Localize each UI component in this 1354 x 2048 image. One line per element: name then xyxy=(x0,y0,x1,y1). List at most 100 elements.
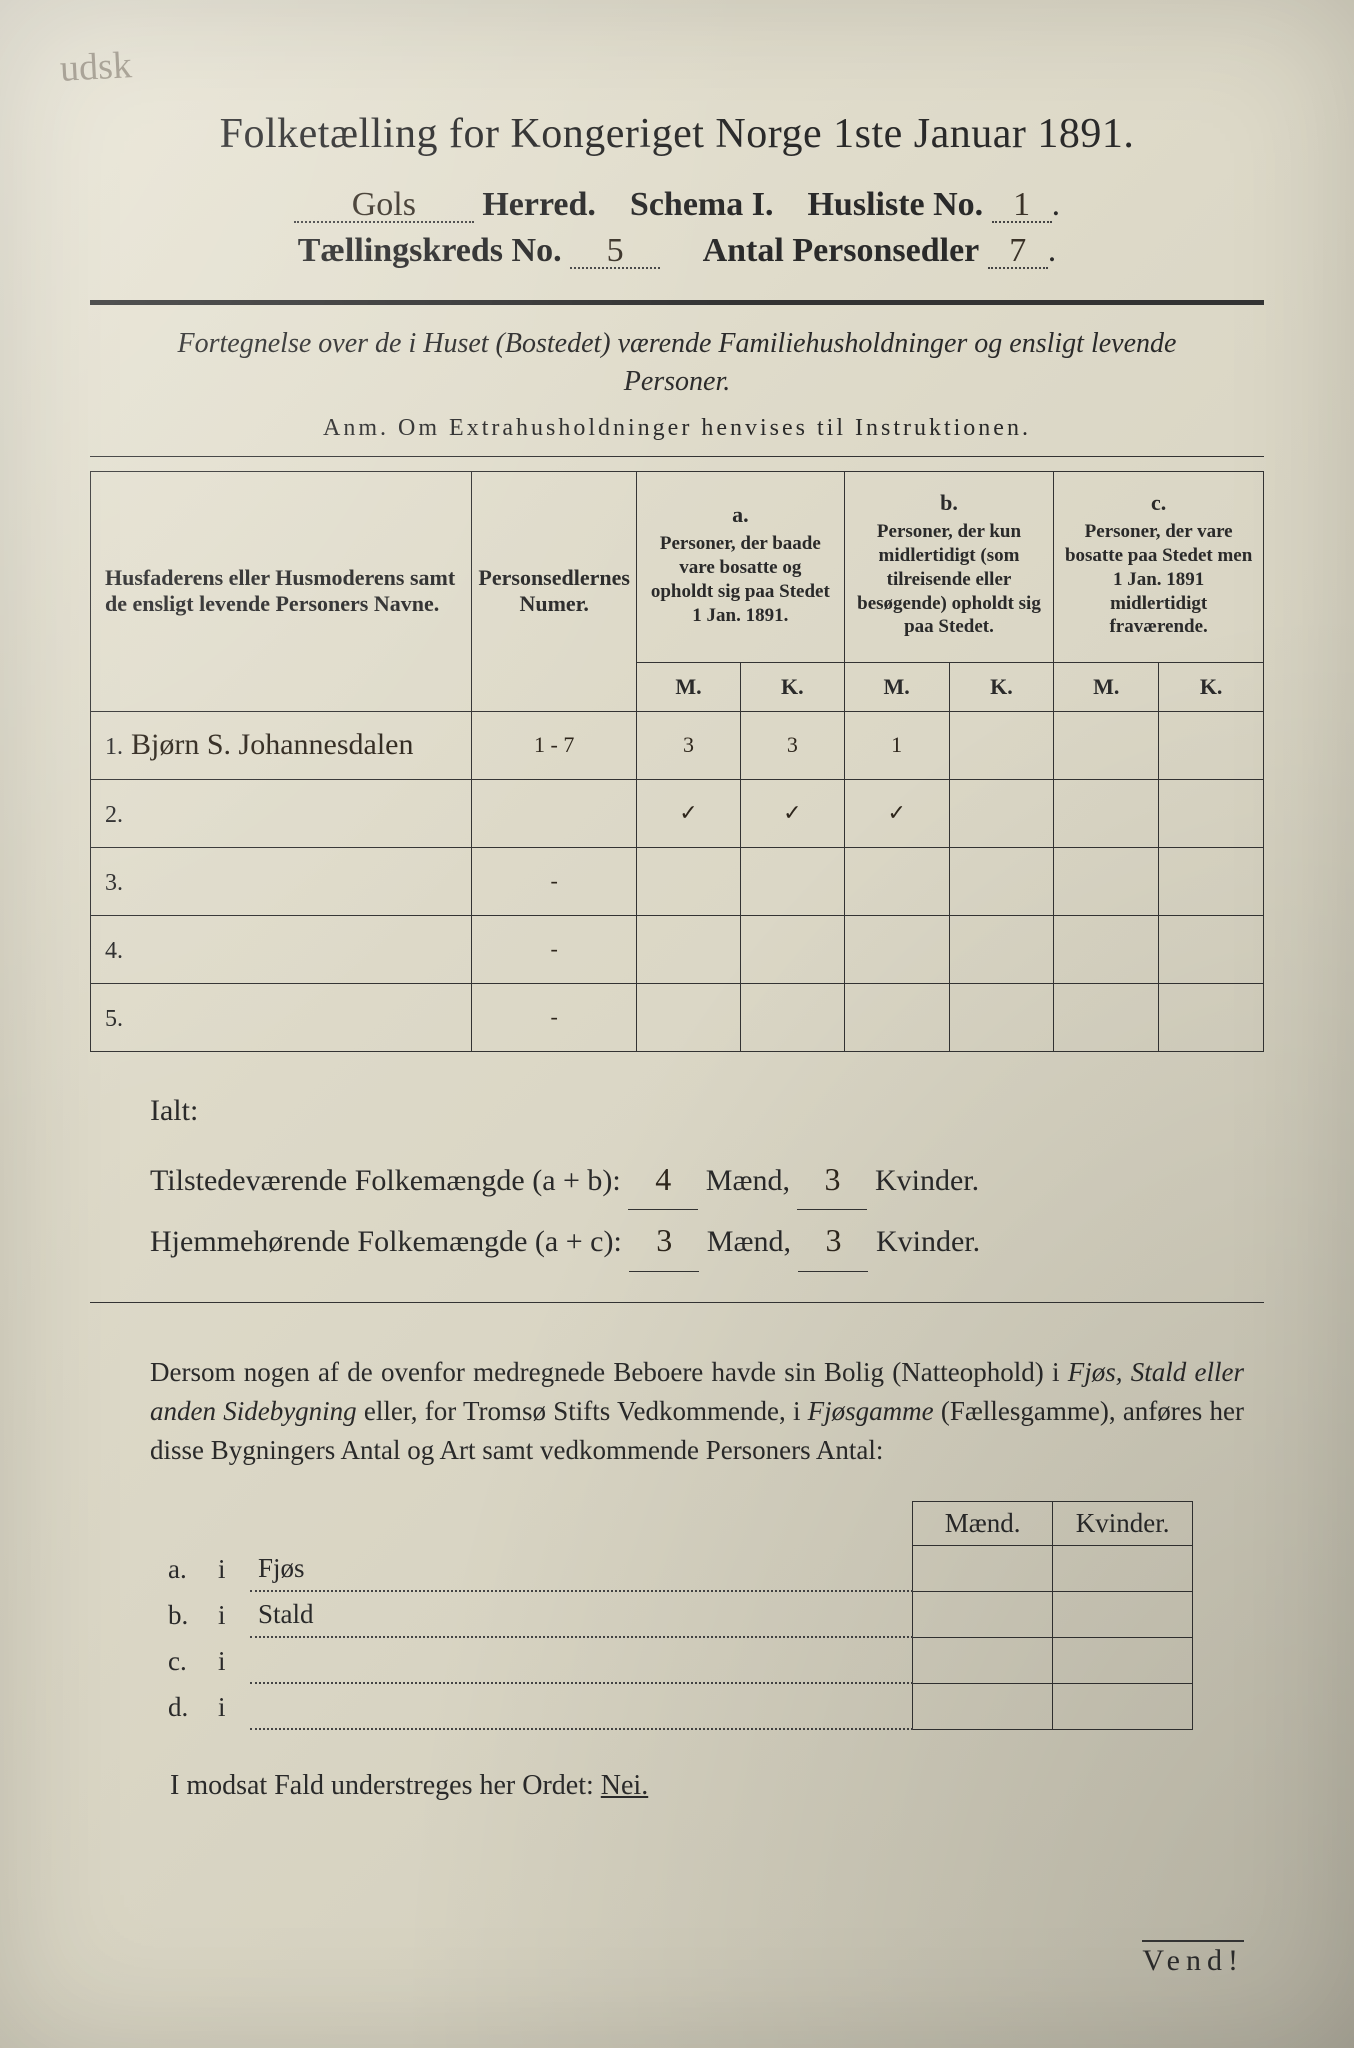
header-line-1: Gols Herred. Schema I. Husliste No. 1. xyxy=(90,186,1264,224)
table-row: 4.- xyxy=(91,915,1264,983)
ialt1-mlabel: Mænd, xyxy=(706,1164,790,1197)
cell-b-k xyxy=(949,779,1054,847)
cell-b-m: ✓ xyxy=(844,779,949,847)
cell-b-k xyxy=(949,711,1054,779)
side-head-m: Mænd. xyxy=(913,1501,1053,1545)
th-b: b. Personer, der kun midlertidigt (som t… xyxy=(844,471,1054,662)
th-c: c. Personer, der vare bosatte paa Stedet… xyxy=(1054,471,1264,662)
table-row: 2.✓✓✓ xyxy=(91,779,1264,847)
paragraph: Dersom nogen af de ovenfor medregnede Be… xyxy=(150,1353,1244,1470)
ialt-line1: Tilstedeværende Folkemængde (a + b): 4 M… xyxy=(150,1149,1234,1211)
anm-text: Anm. Om Extrahusholdninger henvises til … xyxy=(90,415,1264,442)
cell-name: 2. xyxy=(91,779,472,847)
th-b-top: b. xyxy=(851,490,1048,516)
cell-a-m xyxy=(636,983,740,1051)
cell-b-k xyxy=(949,915,1054,983)
side-m xyxy=(913,1545,1053,1591)
ialt1-prefix: Tilstedeværende Folkemængde (a + b): xyxy=(150,1164,621,1197)
cell-name: 4. xyxy=(91,915,472,983)
side-row: d.i xyxy=(160,1683,1193,1729)
side-label: Stald xyxy=(250,1591,913,1637)
th-c-m: M. xyxy=(1054,663,1159,712)
margin-scribble: udsk xyxy=(59,43,133,91)
kreds-label: Tællingskreds No. xyxy=(298,232,562,269)
ialt1-m: 4 xyxy=(628,1149,698,1211)
table-row: 3.- xyxy=(91,847,1264,915)
divider-top xyxy=(90,300,1264,305)
side-i: i xyxy=(210,1637,250,1683)
cell-b-m xyxy=(844,983,949,1051)
cell-a-k: ✓ xyxy=(740,779,844,847)
cell-c-k xyxy=(1159,983,1264,1051)
cell-c-m xyxy=(1054,847,1159,915)
cell-c-k xyxy=(1159,915,1264,983)
side-k xyxy=(1053,1637,1193,1683)
ialt2-klabel: Kvinder. xyxy=(876,1225,980,1258)
side-i: i xyxy=(210,1683,250,1729)
cell-b-m xyxy=(844,847,949,915)
th-a-top: a. xyxy=(643,502,838,528)
cell-a-m xyxy=(636,847,740,915)
th-a-k: K. xyxy=(740,663,844,712)
side-label xyxy=(250,1637,913,1683)
side-k xyxy=(1053,1683,1193,1729)
cell-name: 3. xyxy=(91,847,472,915)
side-k xyxy=(1053,1591,1193,1637)
cell-b-m xyxy=(844,915,949,983)
cell-c-m xyxy=(1054,915,1159,983)
ialt-block: Ialt: Tilstedeværende Folkemængde (a + b… xyxy=(150,1082,1234,1273)
side-label: Fjøs xyxy=(250,1545,913,1591)
side-i: i xyxy=(210,1591,250,1637)
cell-b-m: 1 xyxy=(844,711,949,779)
ialt-label: Ialt: xyxy=(150,1082,1234,1139)
ialt2-prefix: Hjemmehørende Folkemængde (a + c): xyxy=(150,1225,622,1258)
cell-a-k xyxy=(740,983,844,1051)
census-form-page: udsk Folketælling for Kongeriget Norge 1… xyxy=(0,0,1354,2048)
side-row: a.iFjøs xyxy=(160,1545,1193,1591)
th-b-text: Personer, der kun midlertidigt (som tilr… xyxy=(851,516,1048,643)
side-k xyxy=(1053,1545,1193,1591)
side-key: c. xyxy=(160,1637,210,1683)
main-table: Husfaderens eller Husmoderens samt de en… xyxy=(90,471,1264,1052)
cell-c-m xyxy=(1054,779,1159,847)
cell-b-k xyxy=(949,983,1054,1051)
table-row: 5.- xyxy=(91,983,1264,1051)
cell-c-m xyxy=(1054,983,1159,1051)
cell-num: - xyxy=(472,847,637,915)
th-a: a. Personer, der baade vare bosatte og o… xyxy=(636,471,844,662)
side-head-k: Kvinder. xyxy=(1053,1501,1193,1545)
herred-value: Gols xyxy=(294,190,474,223)
side-m xyxy=(913,1683,1053,1729)
th-num: Personsedlernes Numer. xyxy=(472,471,637,711)
antal-label: Antal Personsedler xyxy=(703,232,980,269)
cell-num: - xyxy=(472,915,637,983)
ialt1-klabel: Kvinder. xyxy=(875,1164,979,1197)
kreds-value: 5 xyxy=(570,236,660,269)
ialt2-k: 3 xyxy=(798,1210,868,1272)
side-m xyxy=(913,1637,1053,1683)
cell-num xyxy=(472,779,637,847)
th-c-top: c. xyxy=(1060,490,1257,516)
cell-name: 1.Bjørn S. Johannesdalen xyxy=(91,711,472,779)
side-key: b. xyxy=(160,1591,210,1637)
nei-line: I modsat Fald understreges her Ordet: Ne… xyxy=(170,1770,1244,1802)
cell-name: 5. xyxy=(91,983,472,1051)
main-title: Folketælling for Kongeriget Norge 1ste J… xyxy=(90,110,1264,158)
th-b-k: K. xyxy=(949,663,1054,712)
cell-a-k xyxy=(740,847,844,915)
cell-c-m xyxy=(1054,711,1159,779)
cell-a-m: 3 xyxy=(636,711,740,779)
herred-label: Herred. xyxy=(482,186,596,223)
th-c-text: Personer, der vare bosatte paa Stedet me… xyxy=(1060,516,1257,643)
side-key: d. xyxy=(160,1683,210,1729)
husliste-value: 1 xyxy=(992,190,1052,223)
side-m xyxy=(913,1591,1053,1637)
th-name: Husfaderens eller Husmoderens samt de en… xyxy=(91,471,472,711)
side-row: b.iStald xyxy=(160,1591,1193,1637)
cell-a-k: 3 xyxy=(740,711,844,779)
side-label xyxy=(250,1683,913,1729)
th-a-text: Personer, der baade vare bosatte og opho… xyxy=(643,528,838,631)
th-b-m: M. xyxy=(844,663,949,712)
ialt2-m: 3 xyxy=(629,1210,699,1272)
vend-label: Vend! xyxy=(1142,1940,1244,1978)
